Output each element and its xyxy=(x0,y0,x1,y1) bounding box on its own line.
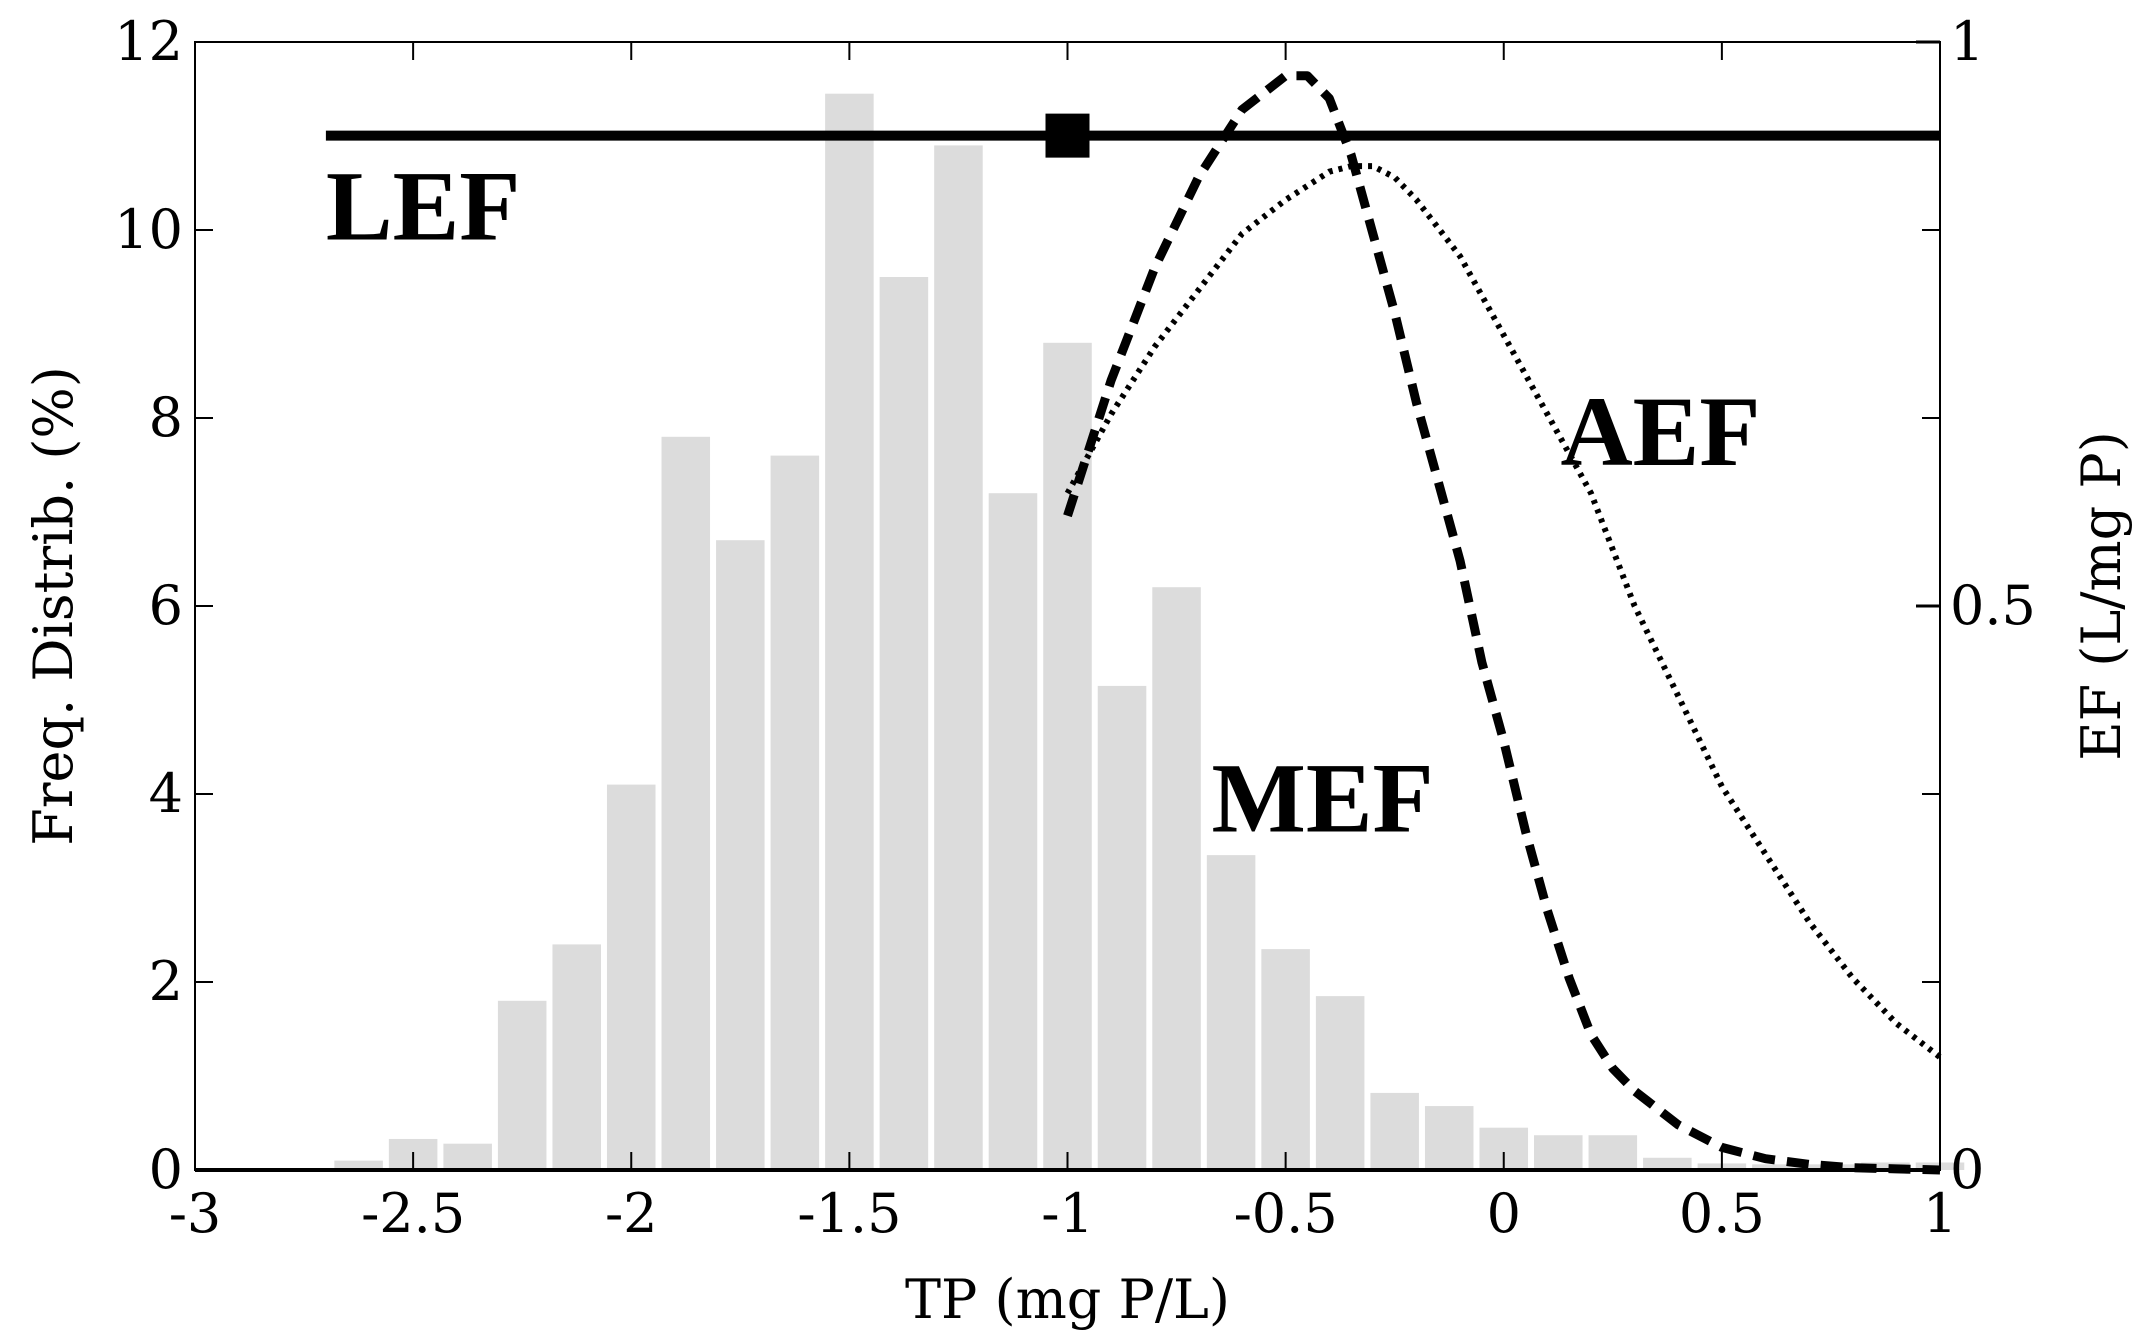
x-tick-label: -1 xyxy=(1041,1182,1094,1245)
histogram-bar xyxy=(1043,342,1092,1170)
series-aef-line xyxy=(1064,163,1942,1060)
curve-label-aef: AEF xyxy=(1560,376,1760,487)
y-left-tick-label: 8 xyxy=(149,386,183,449)
histogram-bar xyxy=(1370,1092,1419,1170)
histogram-bar xyxy=(1534,1135,1583,1170)
lef-marker-square xyxy=(1045,113,1090,158)
histogram-bar xyxy=(1861,1162,1910,1170)
y-right-tick-label: 0.5 xyxy=(1950,574,2036,637)
histogram-bar xyxy=(879,277,929,1170)
x-axis-title: TP (mg P/L) xyxy=(905,1268,1230,1331)
histogram-bar xyxy=(1206,855,1256,1170)
histogram-bar xyxy=(825,93,874,1171)
x-tick-label: -1.5 xyxy=(797,1182,901,1245)
y-left-tick-label: 0 xyxy=(149,1138,183,1201)
x-tick-label: -2.5 xyxy=(361,1182,465,1245)
curve-label-lef: LEF xyxy=(326,150,520,261)
histogram-bar xyxy=(1643,1157,1692,1170)
y-axis-left-title: Freq. Distrib. (%) xyxy=(22,366,85,846)
histogram-bar xyxy=(661,436,711,1170)
histogram-bar xyxy=(988,493,1038,1170)
y-left-tick-label: 12 xyxy=(114,10,183,73)
histogram-bar xyxy=(606,784,656,1170)
histogram-bar xyxy=(1097,685,1147,1170)
histogram-bars xyxy=(334,93,1965,1171)
x-tick-label: 0 xyxy=(1487,1182,1521,1245)
curve-label-mef: MEF xyxy=(1211,743,1433,854)
histogram-bar xyxy=(1261,949,1310,1170)
y-axis-right-title: EF (L/mg P) xyxy=(2070,431,2133,761)
x-tick-label: -3 xyxy=(169,1182,222,1245)
y-left-tick-label: 4 xyxy=(149,762,183,825)
histogram-bar xyxy=(1752,1164,1801,1170)
histogram-bar xyxy=(934,145,983,1170)
y-left-tick-label: 10 xyxy=(114,198,183,261)
histogram-bar xyxy=(497,1000,547,1170)
histogram-bar xyxy=(443,1143,492,1170)
histogram-bar xyxy=(552,944,601,1170)
histogram-bar xyxy=(1588,1135,1638,1170)
y-right-tick-label: 0 xyxy=(1950,1138,1984,1201)
x-tick-label: 1 xyxy=(1923,1182,1957,1245)
histogram-bar xyxy=(1315,996,1365,1170)
x-tick-label: -2 xyxy=(605,1182,658,1245)
histogram-bar xyxy=(334,1160,383,1170)
histogram-bar xyxy=(1424,1106,1474,1170)
y-left-tick-label: 6 xyxy=(149,574,183,637)
annotations: LEF MEF AEF xyxy=(326,150,1761,853)
x-tick-label: 0.5 xyxy=(1679,1182,1765,1245)
y-right-tick-label: 1 xyxy=(1950,10,1984,73)
histogram-bar xyxy=(1152,587,1201,1170)
histogram-bar xyxy=(716,540,765,1170)
histogram-bar xyxy=(770,455,820,1171)
ef-curves xyxy=(325,71,1942,1175)
series-mef-line xyxy=(1063,71,1941,1175)
y-left-tick-label: 2 xyxy=(149,950,183,1013)
x-tick-label: -0.5 xyxy=(1234,1182,1338,1245)
